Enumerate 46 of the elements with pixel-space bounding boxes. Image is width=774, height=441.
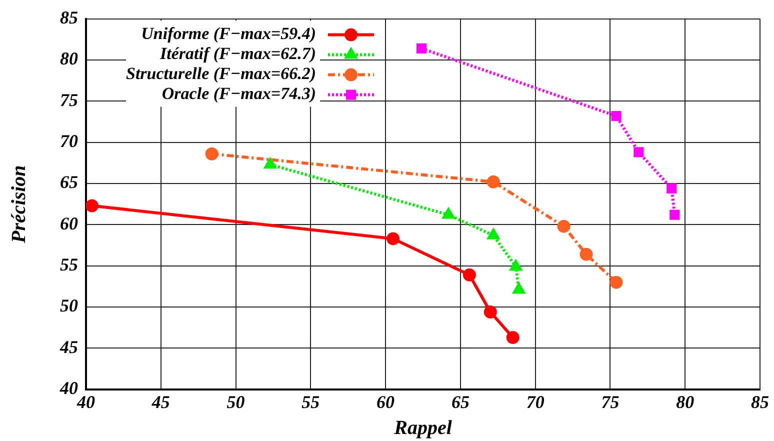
point: [264, 158, 276, 169]
x-tick-label: 85: [751, 392, 769, 412]
x-tick-label: 70: [526, 392, 544, 412]
legend-label: Structurelle (F−max=66.2): [126, 64, 316, 84]
y-tick-label: 80: [60, 48, 78, 69]
y-tick-label: 85: [60, 7, 78, 28]
x-tick-label: 50: [226, 392, 245, 412]
legend-label: Oracle (F−max=74.3): [162, 84, 316, 104]
legend-label: Itératif (F−max=62.7): [159, 44, 316, 64]
y-tick-label: 50: [60, 296, 78, 316]
y-tick-label: 60: [60, 213, 78, 234]
y-axis-title: Précision: [8, 165, 30, 244]
point: [386, 232, 400, 246]
point: [580, 248, 593, 261]
point: [484, 305, 497, 318]
point: [557, 220, 570, 233]
point: [610, 276, 623, 289]
x-tick-label: 40: [76, 392, 95, 412]
point: [670, 210, 680, 220]
x-tick-label: 80: [676, 392, 694, 412]
point: [486, 175, 500, 188]
x-tick-label: 55: [302, 392, 320, 412]
point: [488, 228, 500, 240]
y-tick-label: 70: [60, 130, 78, 151]
point: [416, 43, 427, 54]
x-axis-title: Rappel: [393, 417, 452, 440]
y-tick-label: 40: [59, 378, 78, 398]
point: [666, 183, 677, 194]
y-tick-label: 45: [59, 336, 78, 357]
point: [506, 331, 520, 344]
point: [611, 110, 622, 122]
y-tick-label: 75: [60, 90, 78, 110]
x-tick-label: 65: [451, 392, 470, 412]
x-tick-label: 45: [150, 392, 170, 412]
point: [442, 208, 454, 219]
point: [634, 147, 644, 158]
legend-label: Uniforme (F−max=59.4): [141, 24, 316, 44]
point: [510, 260, 522, 271]
point: [513, 283, 525, 294]
x-tick-label: 75: [601, 392, 620, 412]
y-tick-label: 55: [60, 254, 78, 275]
point: [462, 268, 476, 282]
point: [86, 199, 98, 212]
y-tick-label: 65: [60, 172, 78, 192]
point: [205, 147, 218, 160]
x-tick-label: 60: [376, 392, 395, 412]
